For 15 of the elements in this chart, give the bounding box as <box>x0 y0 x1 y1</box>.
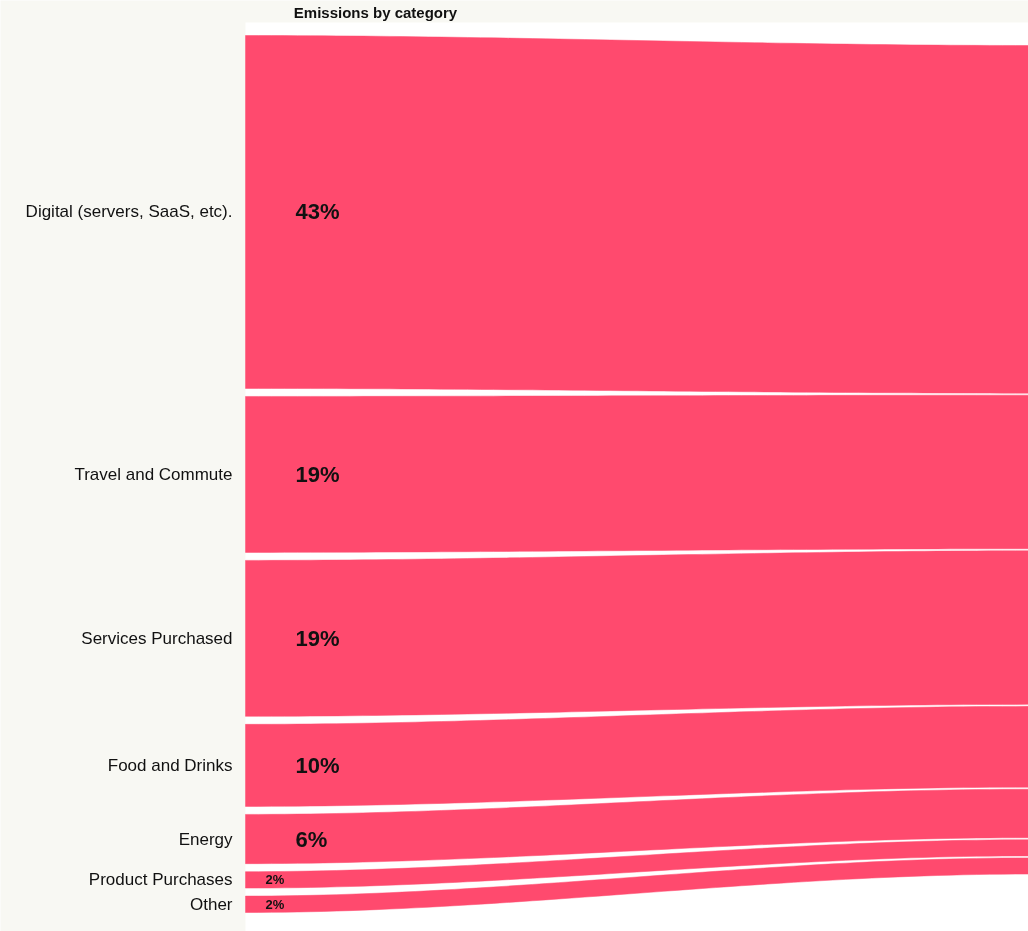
category-label: Services Purchased <box>81 628 233 648</box>
data-label: 2% <box>265 872 285 888</box>
data-label: 43% <box>295 199 340 225</box>
text: Emissions by category <box>293 4 458 21</box>
data-label: 19% <box>295 625 340 651</box>
category-label: Digital (servers, SaaS, etc). <box>25 202 233 222</box>
data-label: 6% <box>295 826 328 852</box>
category-label: Energy <box>178 829 233 849</box>
category-label: Travel and Commute <box>74 464 233 484</box>
category-label: Food and Drinks <box>107 755 233 775</box>
data-label: 19% <box>295 461 340 487</box>
category-label: Other <box>189 894 233 914</box>
category-label: Product Purchases <box>88 870 233 890</box>
data-label: 2% <box>265 896 285 912</box>
data-label: 10% <box>295 752 340 778</box>
